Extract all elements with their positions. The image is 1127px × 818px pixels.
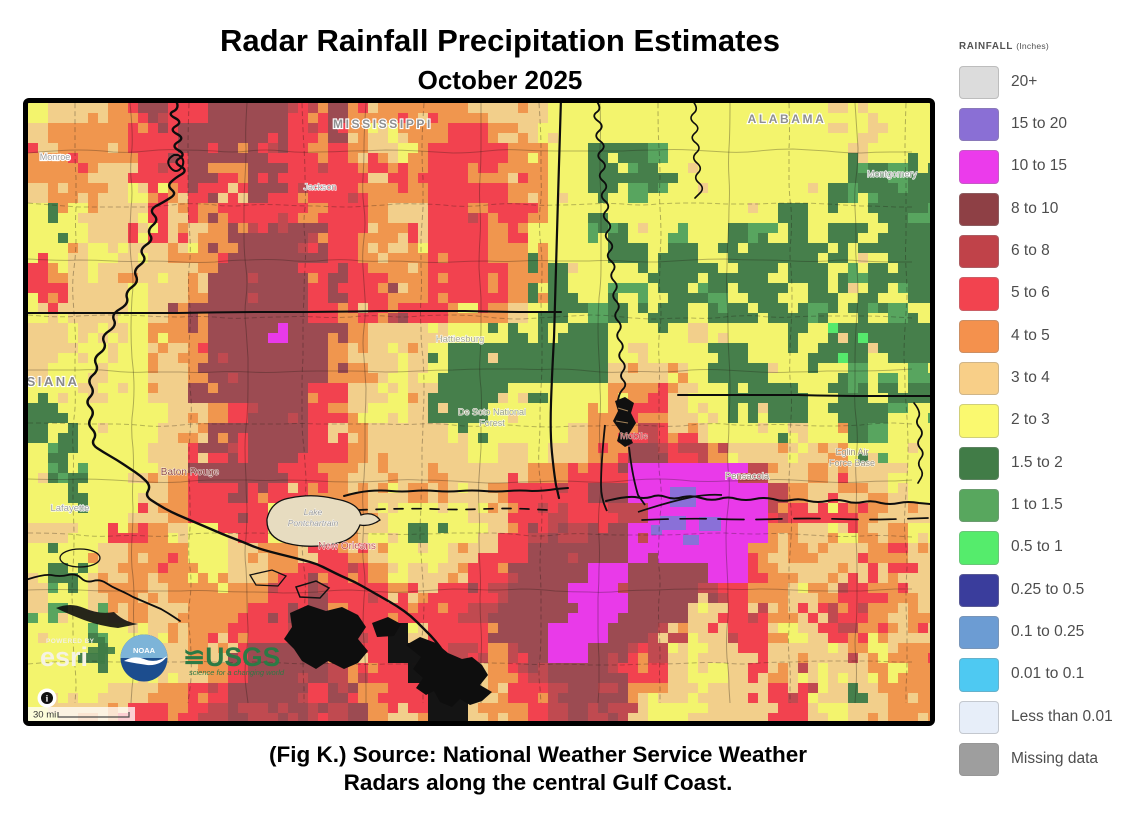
svg-text:Lake: Lake [304,507,323,517]
svg-text:POWERED BY: POWERED BY [46,638,95,645]
svg-text:MISSISSIPPI: MISSISSIPPI [333,117,433,131]
svg-text:Montgomery: Montgomery [867,169,918,179]
svg-text:De Soto National: De Soto National [458,407,526,417]
svg-text:science for a changing world: science for a changing world [189,668,285,677]
svg-text:Forest: Forest [479,418,505,428]
svg-text:Hattiesburg: Hattiesburg [436,334,485,345]
svg-text:Pensacola: Pensacola [725,471,770,482]
svg-text:Mobile: Mobile [620,431,648,442]
svg-text:i: i [46,695,49,705]
svg-text:Eglin Air: Eglin Air [835,447,868,457]
svg-text:≌USGS: ≌USGS [183,642,280,672]
svg-text:esri: esri [40,642,88,672]
svg-text:ISIANA: ISIANA [28,374,80,389]
svg-text:NOAA: NOAA [133,646,156,655]
svg-text:Jackson: Jackson [303,182,336,192]
svg-text:30 mi: 30 mi [33,710,56,721]
svg-text:Lafayette: Lafayette [50,503,89,514]
svg-text:Baton Rouge: Baton Rouge [161,467,220,478]
svg-text:Pontchartrain: Pontchartrain [288,518,339,528]
svg-text:New Orleans: New Orleans [318,541,376,552]
svg-text:ALABAMA: ALABAMA [748,112,827,126]
svg-text:Monroe: Monroe [40,152,71,162]
svg-text:Force Base: Force Base [829,458,875,468]
